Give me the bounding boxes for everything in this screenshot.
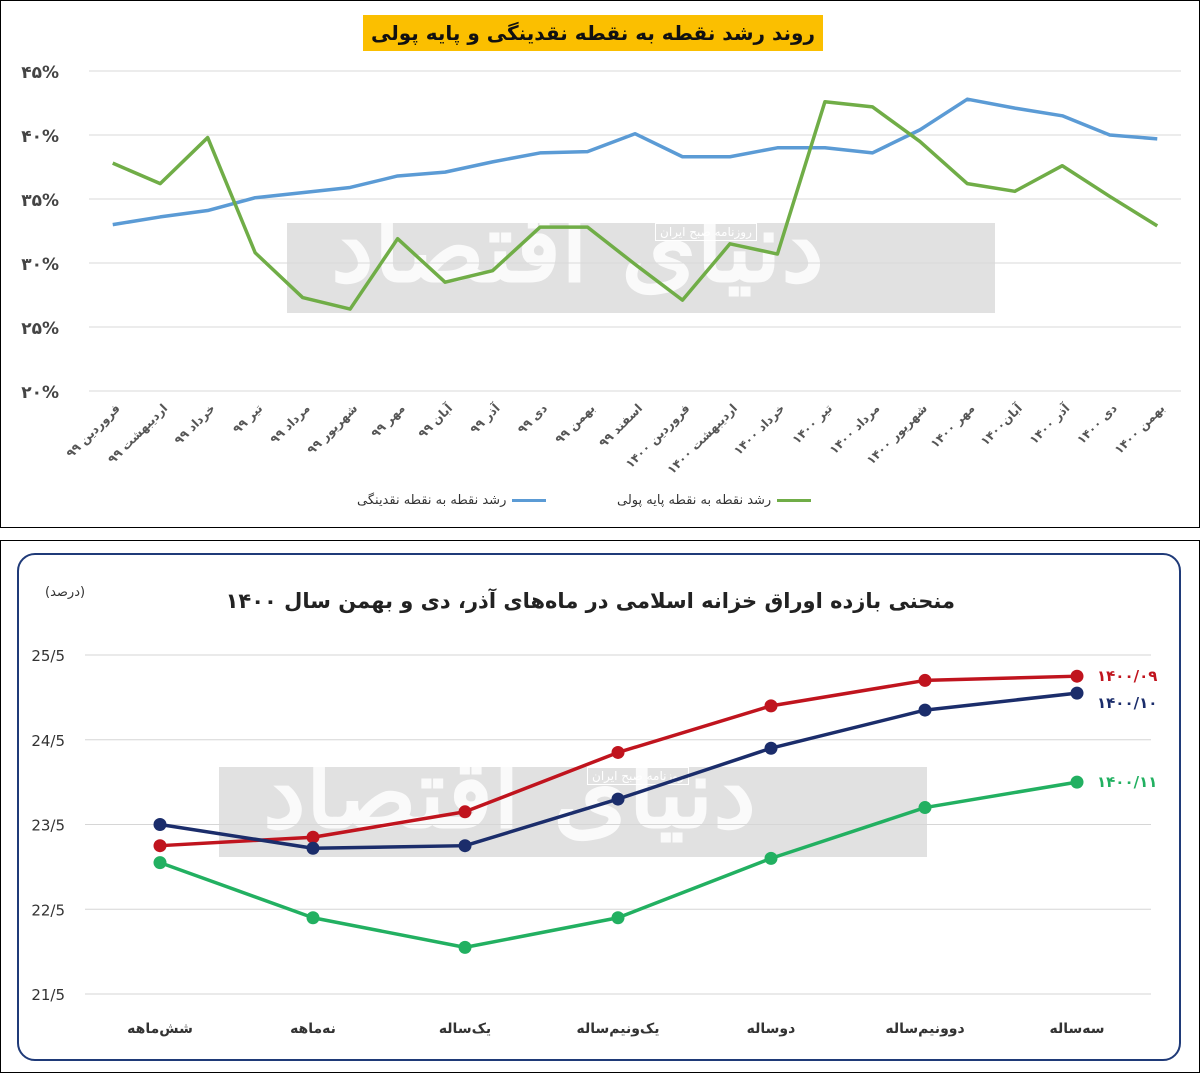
y-tick-label: 24/5 — [31, 732, 65, 750]
x-tick-label: آذر ۱۴۰۰ — [1026, 400, 1073, 447]
y-tick-label: ۴۵% — [21, 63, 59, 83]
series-label-bahman: ۱۴۰۰/۱۱ — [1097, 773, 1157, 791]
data-point-dey — [458, 839, 472, 853]
data-point-azar — [1070, 669, 1084, 683]
x-tick-label: یک‌ساله — [439, 1021, 491, 1037]
data-point-dey — [918, 703, 932, 717]
data-point-bahman — [918, 801, 932, 815]
y-tick-label: ۲۰% — [21, 383, 59, 403]
data-point-dey — [1070, 686, 1084, 700]
chart2-frame — [17, 553, 1181, 1061]
x-tick-label: بهمن ۱۴۰۰ — [1112, 401, 1168, 457]
data-point-bahman — [611, 911, 625, 925]
chart2-unit-label: (درصد) — [45, 585, 86, 600]
data-point-bahman — [306, 911, 320, 925]
legend-swatch-liquidity — [512, 499, 547, 502]
legend-item-monetary-base: رشد نقطه به نقطه پایه پولی — [617, 493, 812, 508]
x-tick-label: سه‌ساله — [1049, 1021, 1104, 1037]
x-tick-label: آذر ۹۹ — [467, 400, 504, 437]
y-tick-label: 23/5 — [31, 817, 65, 835]
x-tick-label: شش‌ماهه — [127, 1021, 193, 1037]
data-point-azar — [918, 673, 932, 687]
data-point-dey — [611, 792, 625, 806]
data-point-azar — [458, 805, 472, 819]
data-point-bahman — [764, 851, 778, 865]
data-point-dey — [153, 818, 167, 831]
series-label-dey: ۱۴۰۰/۱۰ — [1097, 694, 1157, 712]
x-tick-label: اسفند ۹۹ — [596, 401, 645, 450]
treasury-yield-curve-chart: دنیای اقتصاد روزنامه صبح ایران 21/5 22/5 2… — [0, 540, 1200, 1073]
data-point-azar — [764, 699, 778, 713]
y-tick-label: 21/5 — [31, 986, 65, 1004]
legend-label-monetary-base: رشد نقطه به نقطه پایه پولی — [617, 493, 772, 508]
series-line-liquidity — [112, 97, 1158, 227]
x-tick-label: دی ۹۹ — [515, 401, 550, 436]
x-tick-label: آبان ۹۹ — [415, 400, 456, 441]
liquidity-monetary-base-chart: دنیای اقتصاد روزنامه صبح ایران ۲۰% ۲۵% ۳۰%… — [0, 0, 1200, 528]
x-tick-label: شهریور ۹۹ — [304, 401, 361, 458]
y-tick-label: ۳۵% — [21, 191, 59, 211]
watermark-subtext: روزنامه صبح ایران — [655, 223, 757, 241]
y-tick-label: ۲۵% — [21, 319, 59, 339]
x-tick-label: دوونیم‌ساله — [885, 1021, 964, 1037]
x-tick-label: خرداد ۱۴۰۰ — [731, 401, 788, 458]
series-line-azar — [159, 674, 1078, 848]
x-tick-label: مرداد ۹۹ — [267, 401, 312, 446]
x-tick-label: مهر ۹۹ — [368, 401, 407, 440]
data-point-bahman — [458, 940, 472, 954]
chart2-title: منحنی بازده اوراق خزانه اسلامی در ماه‌ها… — [225, 589, 955, 613]
series-line-monetary-base — [112, 99, 1159, 311]
x-tick-label: آبان۱۴۰۰ — [977, 400, 1025, 448]
series-label-azar: ۱۴۰۰/۰۹ — [1097, 667, 1157, 685]
legend-label-liquidity: رشد نقطه به نقطه نقدینگی — [357, 493, 507, 508]
data-point-azar — [306, 830, 320, 844]
data-point-dey — [764, 741, 778, 755]
data-point-dey — [306, 841, 320, 855]
x-tick-label: دی ۱۴۰۰ — [1074, 401, 1120, 447]
data-point-bahman — [1070, 775, 1084, 789]
y-tick-label: 25/5 — [31, 647, 65, 665]
y-tick-label: ۴۰% — [21, 127, 59, 147]
y-tick-label: 22/5 — [31, 901, 65, 919]
x-tick-label: خرداد ۹۹ — [172, 401, 218, 447]
chart2-plot: 21/5 22/5 23/5 24/5 25/5 شش‌ماهه نه‌ماهه یک‌سال… — [31, 647, 1157, 1037]
y-tick-label: ۳۰% — [21, 255, 59, 275]
x-tick-label: مهر ۱۴۰۰ — [928, 401, 978, 451]
data-point-azar — [611, 745, 625, 759]
x-tick-label: بهمن ۹۹ — [552, 401, 597, 446]
x-tick-label: یک‌ونیم‌ساله — [576, 1021, 659, 1037]
data-point-bahman — [153, 856, 167, 870]
legend-item-liquidity: رشد نقطه به نقطه نقدینگی — [357, 493, 547, 508]
x-tick-label: تیر ۹۹ — [230, 401, 265, 436]
chart1-title: روند رشد نقطه به نقطه نقدینگی و پایه پول… — [363, 15, 823, 51]
data-point-azar — [153, 839, 167, 853]
x-tick-label: دوساله — [747, 1021, 796, 1037]
x-tick-label: تیر ۱۴۰۰ — [790, 401, 835, 446]
legend-swatch-monetary-base — [777, 499, 812, 502]
x-tick-label: نه‌ماهه — [290, 1021, 336, 1037]
